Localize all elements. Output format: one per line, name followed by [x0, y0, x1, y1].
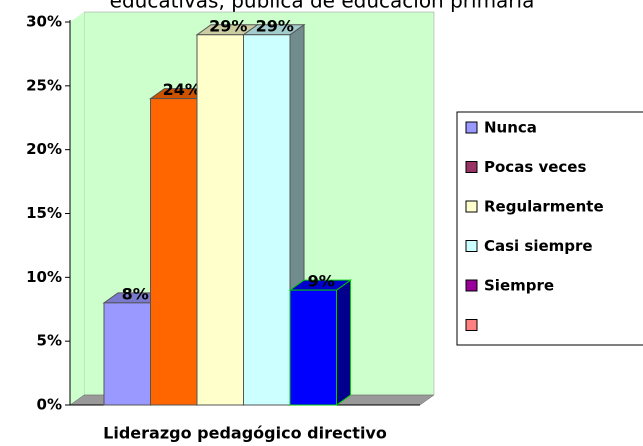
y-tick-label: 30% [26, 13, 62, 31]
value-label: 9% [308, 272, 335, 291]
y-tick-label: 15% [26, 204, 62, 222]
legend [456, 111, 643, 346]
legend-label: Casi siempre [484, 237, 593, 255]
legend-swatch [465, 319, 478, 331]
bar [103, 302, 151, 406]
bar [150, 98, 198, 406]
x-axis-label: Liderazgo pedagógico directivo [103, 424, 387, 443]
legend-swatch [465, 279, 478, 292]
legend-label: Pocas veces [484, 158, 586, 176]
side-wall [70, 12, 84, 405]
y-tick-label: 25% [26, 76, 62, 94]
bar [289, 289, 337, 406]
legend-swatch [465, 240, 478, 252]
bar-side [336, 279, 351, 406]
legend-swatch [465, 200, 478, 213]
value-label: 8% [122, 284, 149, 303]
legend-swatch [465, 161, 478, 173]
value-label: 29% [209, 16, 247, 35]
bar [196, 34, 244, 406]
legend-swatch [465, 121, 478, 134]
y-tick-label: 5% [37, 332, 62, 350]
y-tick-label: 0% [37, 396, 62, 414]
value-label: 24% [163, 80, 201, 99]
y-tick-label: 10% [26, 268, 62, 286]
bar [243, 34, 291, 406]
y-tick-label: 20% [26, 140, 62, 158]
legend-label: Regularmente [484, 198, 604, 216]
legend-label: Siempre [484, 277, 554, 295]
chart-title: educativas, pública de educación primari… [110, 0, 535, 13]
value-label: 29% [256, 16, 294, 35]
legend-label: Nunca [484, 119, 537, 137]
